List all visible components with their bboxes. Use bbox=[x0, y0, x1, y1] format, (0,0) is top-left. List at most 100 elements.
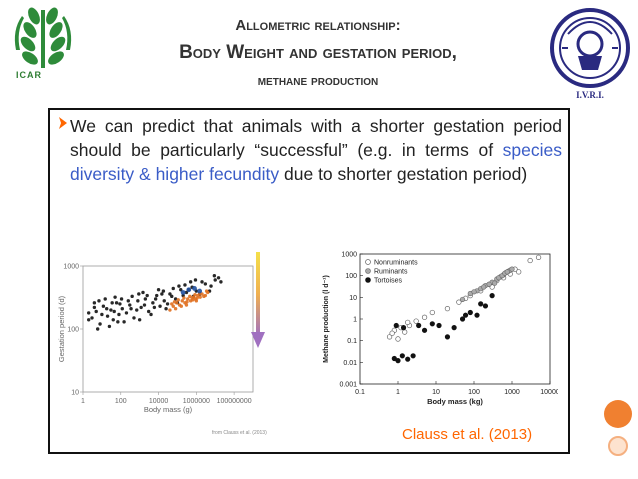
highlighted-text: species diversity & higher fecundity bbox=[70, 140, 562, 184]
data-point bbox=[462, 312, 469, 318]
data-point bbox=[405, 356, 411, 362]
data-point bbox=[97, 299, 101, 303]
data-point bbox=[168, 308, 172, 312]
data-point bbox=[421, 314, 428, 320]
data-point bbox=[116, 320, 120, 324]
x-tick-label: 100 bbox=[115, 398, 127, 405]
x-tick-label: 100000000 bbox=[217, 398, 252, 405]
x-tick-label: 1 bbox=[81, 398, 85, 405]
data-point bbox=[444, 306, 451, 312]
y-tick-label: 10 bbox=[71, 390, 79, 397]
slide-title: Allometric relationship: Body Weight and… bbox=[88, 14, 548, 92]
data-point bbox=[142, 303, 147, 307]
data-point bbox=[176, 298, 180, 302]
data-point bbox=[165, 302, 170, 306]
icar-logo-icon bbox=[14, 7, 72, 68]
data-point bbox=[177, 284, 181, 288]
data-point bbox=[170, 294, 174, 299]
data-point bbox=[158, 304, 162, 308]
data-point bbox=[153, 297, 158, 301]
data-point bbox=[489, 293, 495, 299]
data-point bbox=[213, 278, 217, 282]
data-point bbox=[98, 322, 102, 326]
data-point bbox=[421, 327, 428, 333]
data-point bbox=[141, 290, 145, 295]
data-point bbox=[410, 353, 416, 359]
data-point bbox=[124, 311, 129, 315]
data-point bbox=[86, 311, 91, 315]
y-tick-label: 0.1 bbox=[347, 338, 357, 345]
data-point bbox=[486, 281, 492, 287]
data-point bbox=[195, 296, 199, 300]
data-point bbox=[216, 276, 221, 280]
data-point bbox=[113, 295, 117, 299]
data-point bbox=[145, 293, 149, 298]
data-point bbox=[456, 299, 462, 305]
plot-frame bbox=[82, 265, 254, 393]
data-point bbox=[173, 297, 178, 301]
data-point bbox=[212, 274, 217, 278]
y-tick-label: 100 bbox=[345, 273, 357, 280]
bullet-text-part-2: due to shorter gestation period) bbox=[279, 164, 528, 184]
data-point bbox=[155, 293, 159, 298]
legend-label: Nonruminants bbox=[374, 260, 418, 267]
data-point bbox=[151, 301, 155, 305]
data-point bbox=[504, 269, 510, 275]
data-point bbox=[190, 296, 194, 300]
data-point bbox=[90, 316, 94, 320]
data-point bbox=[471, 289, 477, 295]
data-point bbox=[386, 334, 393, 340]
data-point bbox=[535, 254, 542, 261]
x-tick-label: 10 bbox=[432, 389, 440, 396]
data-point bbox=[119, 297, 124, 301]
title-line-3: methane production bbox=[257, 72, 379, 88]
methane-chart: 0.1 1 10 100 1000 10000 1000 100 10 1 0.1 0.01 0.001… bbox=[323, 252, 558, 407]
data-point bbox=[168, 292, 172, 296]
data-point bbox=[112, 309, 116, 314]
data-point bbox=[180, 299, 184, 303]
data-point bbox=[135, 308, 139, 312]
ivri-logo-text: I.V.R.I. bbox=[576, 90, 604, 100]
decorative-orange-circle bbox=[604, 400, 632, 428]
data-point bbox=[109, 308, 113, 312]
decorative-light-circle bbox=[608, 436, 628, 456]
data-point bbox=[161, 289, 166, 293]
data-point bbox=[179, 288, 183, 292]
data-point bbox=[393, 322, 399, 329]
data-point bbox=[182, 296, 186, 300]
data-point bbox=[170, 302, 174, 306]
data-point bbox=[130, 294, 134, 299]
data-point bbox=[413, 318, 419, 324]
data-point bbox=[193, 293, 197, 297]
data-point bbox=[509, 266, 515, 272]
data-point bbox=[136, 299, 140, 303]
content-frame bbox=[48, 108, 570, 454]
data-point bbox=[173, 307, 178, 311]
data-point bbox=[467, 309, 473, 316]
y-axis-label: Gestation period (d) bbox=[57, 295, 66, 362]
data-point bbox=[194, 299, 199, 303]
data-point bbox=[436, 322, 442, 329]
y-tick-label: 10 bbox=[349, 295, 357, 302]
figure-credit: from Clauss et al. (2013) bbox=[212, 430, 267, 436]
citation: Clauss et al. (2013) bbox=[402, 426, 533, 443]
data-point bbox=[180, 290, 186, 295]
data-point bbox=[395, 336, 401, 342]
data-point bbox=[152, 305, 157, 310]
data-point bbox=[395, 358, 401, 364]
data-point bbox=[219, 280, 223, 284]
y-tick-label: 100 bbox=[67, 327, 79, 334]
data-point bbox=[156, 288, 161, 292]
data-point bbox=[204, 289, 209, 293]
data-point bbox=[146, 309, 151, 314]
data-point bbox=[171, 286, 175, 291]
arrow-bullet-icon bbox=[59, 117, 67, 129]
data-point bbox=[429, 321, 435, 327]
data-point bbox=[92, 301, 97, 305]
data-point bbox=[149, 312, 153, 317]
data-point bbox=[451, 325, 457, 331]
data-point bbox=[94, 309, 98, 314]
x-tick-label: 100 bbox=[468, 389, 480, 396]
x-tick-label: 0.1 bbox=[355, 389, 365, 396]
legend-label: Tortoises bbox=[374, 278, 403, 285]
